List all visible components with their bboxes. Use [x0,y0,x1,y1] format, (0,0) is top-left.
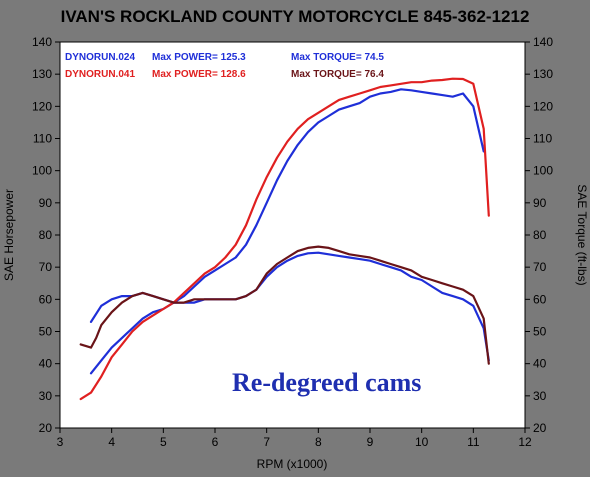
legend: DYNORUN.024 Max POWER= 125.3 Max TORQUE= 7… [65,52,384,80]
y-tick-label-left: 30 [39,389,53,403]
legend-max-torque: Max TORQUE= 76.4 [291,69,384,80]
chart-title: IVAN'S ROCKLAND COUNTY MOTORCYCLE 845-36… [61,7,530,26]
y-tick-label-right: 60 [533,292,547,306]
y-tick-label-right: 50 [533,325,547,339]
y-tick-label-left: 70 [39,260,53,274]
x-tick-label: 6 [212,435,219,449]
x-tick-label: 4 [108,435,115,449]
x-axis-label: RPM (x1000) [257,457,328,471]
y-tick-label-left: 120 [32,99,52,113]
y-tick-label-right: 70 [533,260,547,274]
y-tick-label-left: 20 [39,421,53,435]
y-tick-label-left: 60 [39,292,53,306]
y-tick-label-right: 140 [533,35,553,49]
y-tick-label-right: 100 [533,164,553,178]
series-line-torque-run-041 [79,245,490,365]
x-tick-label: 8 [315,435,322,449]
x-tick-label: 3 [57,435,64,449]
x-tick-label: 11 [467,435,480,449]
y-tick-label-right: 90 [533,196,547,210]
y-tick-label-left: 110 [33,132,52,146]
x-tick-label: 7 [263,435,270,449]
x-tick-label: 5 [160,435,167,449]
y-tick-label-left: 130 [32,67,52,81]
legend-run-name: DYNORUN.024 [65,52,135,63]
series-layer [79,77,490,401]
series-line-power-run-024 [89,88,485,375]
series-line-power-run-041 [79,77,490,401]
y-tick-label-left: 140 [32,35,52,49]
y-tick-label-right: 30 [533,389,547,403]
y-tick-label-left: 90 [39,196,53,210]
y-tick-label-right: 130 [533,67,553,81]
legend-max-power: Max POWER= 125.3 [152,52,246,63]
legend-max-torque: Max TORQUE= 74.5 [291,52,384,63]
y-tick-label-right: 80 [533,228,547,242]
y-tick-label-right: 40 [533,357,547,371]
y-tick-label-left: 100 [32,164,52,178]
y-axis-label-left: SAE Horsepower [2,189,16,281]
x-tick-label: 10 [415,435,429,449]
y-tick-label-right: 110 [533,132,552,146]
y-tick-label-left: 40 [39,357,53,371]
y-tick-label-right: 20 [533,421,547,435]
chart-annotation: Re-degreed cams [232,368,421,397]
y-tick-label-left: 80 [39,228,53,242]
plot-area [60,42,525,428]
y-tick-label-left: 50 [39,325,53,339]
x-tick-label: 9 [367,435,374,449]
legend-max-power: Max POWER= 128.6 [152,69,246,80]
x-tick-label: 12 [518,435,532,449]
y-tick-label-right: 120 [533,99,553,113]
legend-run-name: DYNORUN.041 [65,69,135,80]
y-axis-label-right: SAE Torque (ft-lbs) [575,184,589,285]
